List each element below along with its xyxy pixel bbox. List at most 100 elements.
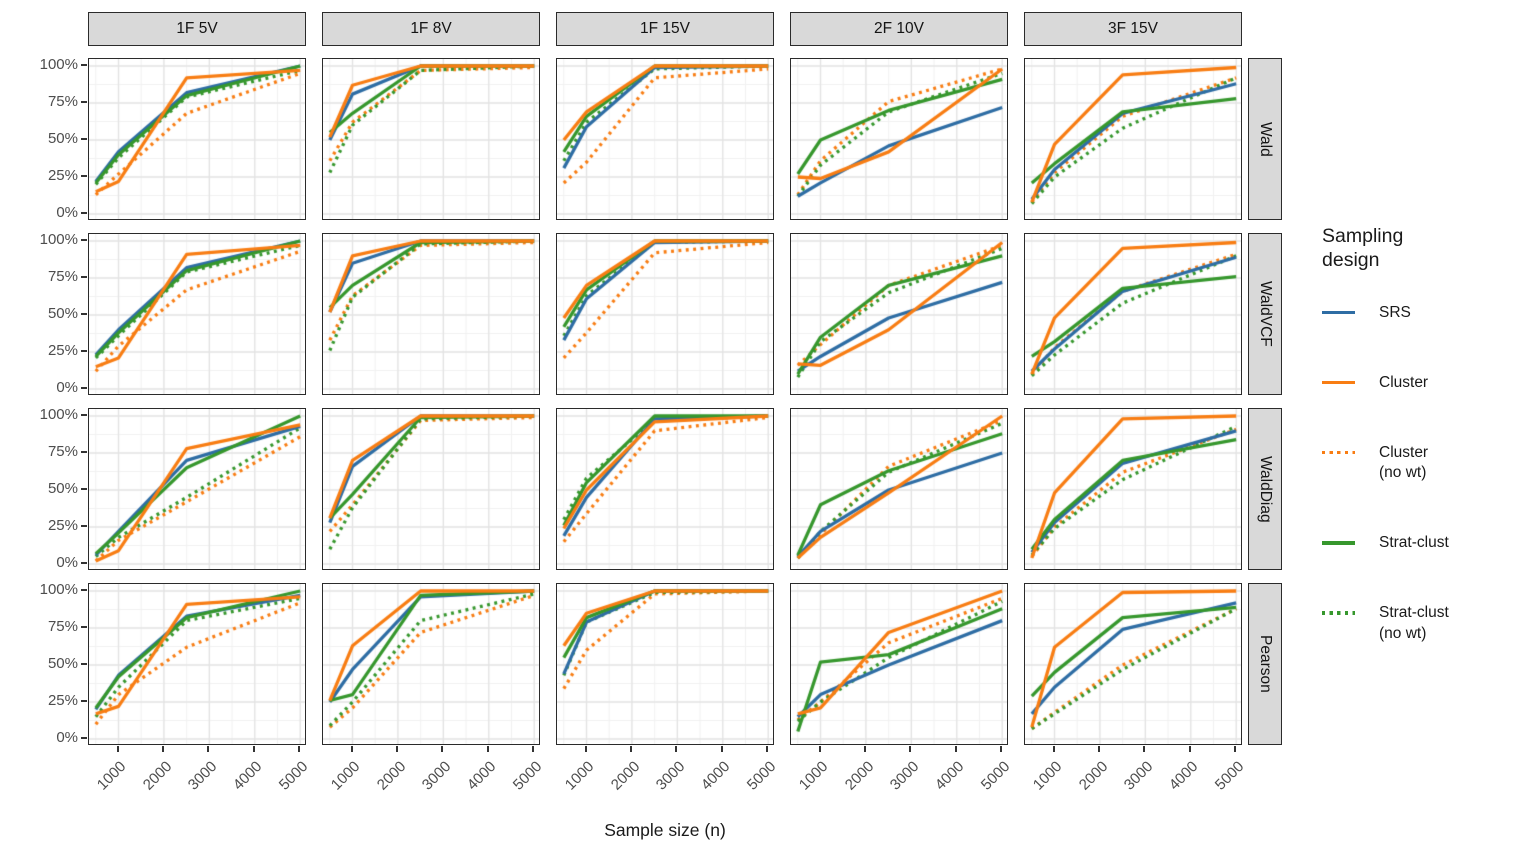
facet-strip-col-1f-5v: 1F 5V xyxy=(88,12,306,46)
x-tick-mark xyxy=(675,746,678,752)
facet-strip-row-wald: Wald xyxy=(1248,58,1282,220)
x-tick-label-text: 4000 xyxy=(932,758,968,794)
x-tick-mark xyxy=(629,746,632,752)
legend-label: Strat-clust xyxy=(1379,534,1449,552)
y-tick-mark xyxy=(81,589,87,591)
facet-strip-col-2f-10v: 2F 10V xyxy=(790,12,1008,46)
panel-canvas-pearson-2f-10v xyxy=(791,584,1007,744)
panel-walddiag-3f-15v xyxy=(1024,408,1242,570)
x-tick-mark xyxy=(1234,746,1237,752)
y-tick-mark xyxy=(81,387,87,389)
y-tick-mark xyxy=(81,239,87,241)
x-tick-label-text: 4000 xyxy=(1166,758,1202,794)
legend-item-cluster: Cluster xyxy=(1322,373,1536,393)
x-tick-mark xyxy=(720,746,723,752)
y-tick-mark xyxy=(81,663,87,665)
legend-label: Cluster xyxy=(1379,373,1429,391)
panel-canvas-wald-2f-10v xyxy=(791,59,1007,219)
x-tick-label-text: 4000 xyxy=(230,758,266,794)
x-tick-mark xyxy=(298,746,301,752)
panel-wald-3f-15v xyxy=(1024,58,1242,220)
x-tick-mark xyxy=(1097,746,1100,752)
legend-item-cluster_nw: Cluster (no wt) xyxy=(1322,443,1536,483)
legend-label: Strat-clust (no wt) xyxy=(1379,604,1449,642)
y-tick-mark xyxy=(81,451,87,453)
x-tick-mark xyxy=(486,746,489,752)
panel-walddiag-1f-5v xyxy=(88,408,306,570)
x-tick-mark xyxy=(1052,746,1055,752)
x-tick-label-text: 1000 xyxy=(327,758,364,794)
x-tick-label-text: 5000 xyxy=(977,758,1014,794)
panel-canvas-wald-3f-15v xyxy=(1025,59,1241,219)
panel-wald-1f-5v xyxy=(88,58,306,220)
y-tick-mark xyxy=(81,138,87,140)
x-tick-mark xyxy=(395,746,398,752)
y-tick-label: 50% xyxy=(47,305,78,322)
x-tick-mark xyxy=(1000,746,1003,752)
panel-pearson-3f-15v xyxy=(1024,583,1242,745)
legend-label: SRS xyxy=(1379,303,1411,321)
panel-canvas-waldvcf-1f-15v xyxy=(557,234,773,394)
panel-canvas-walddiag-1f-8v xyxy=(323,409,539,569)
x-tick-mark xyxy=(441,746,444,752)
x-tick-label-text: 1000 xyxy=(795,758,832,794)
panel-canvas-wald-1f-8v xyxy=(323,59,539,219)
panel-waldvcf-3f-15v xyxy=(1024,233,1242,395)
y-tick-label: 75% xyxy=(47,268,78,285)
panel-pearson-1f-15v xyxy=(556,583,774,745)
y-tick-label: 25% xyxy=(47,342,78,359)
facet-strip-col-1f-8v: 1F 8V xyxy=(322,12,540,46)
panel-pearson-1f-8v xyxy=(322,583,540,745)
panel-canvas-waldvcf-1f-5v xyxy=(89,234,305,394)
panel-waldvcf-2f-10v xyxy=(790,233,1008,395)
panel-canvas-waldvcf-1f-8v xyxy=(323,234,539,394)
x-tick-mark xyxy=(766,746,769,752)
y-tick-mark xyxy=(81,626,87,628)
panel-pearson-2f-10v xyxy=(790,583,1008,745)
legend-item-strat_nw: Strat-clust (no wt) xyxy=(1322,603,1536,643)
x-tick-label-text: 1000 xyxy=(1029,758,1066,794)
legend-key-solid-line-icon xyxy=(1322,380,1355,385)
y-tick-label: 100% xyxy=(39,406,78,423)
x-tick-label-text: 1000 xyxy=(561,758,598,794)
y-tick-mark xyxy=(81,414,87,416)
x-tick-mark xyxy=(207,746,210,752)
x-axis-title: Sample size (n) xyxy=(604,820,726,840)
legend-key-dotted-line-icon xyxy=(1322,451,1355,455)
panel-walddiag-1f-15v xyxy=(556,408,774,570)
x-tick-label-text: 2000 xyxy=(607,758,643,794)
x-tick-mark xyxy=(116,746,119,752)
legend-key-solid-line-icon xyxy=(1322,310,1355,315)
y-tick-label: 0% xyxy=(56,379,78,396)
x-tick-mark xyxy=(532,746,535,752)
facet-strip-col-1f-15v: 1F 15V xyxy=(556,12,774,46)
y-tick-label: 50% xyxy=(47,655,78,672)
y-tick-label: 25% xyxy=(47,692,78,709)
x-tick-label-text: 3000 xyxy=(184,758,221,794)
legend-item-srs: SRS xyxy=(1322,303,1536,323)
y-tick-label: 0% xyxy=(56,554,78,571)
x-tick-label-text: 1000 xyxy=(93,758,130,794)
facet-strip-row-walddiag: WaldDiag xyxy=(1248,408,1282,570)
legend-key-dotted-line-icon xyxy=(1322,611,1355,615)
x-tick-label-text: 4000 xyxy=(464,758,500,794)
panel-wald-1f-15v xyxy=(556,58,774,220)
panel-canvas-pearson-1f-8v xyxy=(323,584,539,744)
x-tick-label-text: 3000 xyxy=(1120,758,1157,794)
x-tick-label-text: 5000 xyxy=(275,758,312,794)
y-tick-label: 100% xyxy=(39,581,78,598)
panel-waldvcf-1f-8v xyxy=(322,233,540,395)
y-tick-label: 25% xyxy=(47,517,78,534)
panel-canvas-walddiag-1f-5v xyxy=(89,409,305,569)
y-tick-label: 100% xyxy=(39,56,78,73)
y-tick-label: 50% xyxy=(47,480,78,497)
x-tick-mark xyxy=(1188,746,1191,752)
y-tick-mark xyxy=(81,64,87,66)
y-tick-label: 75% xyxy=(47,93,78,110)
y-tick-mark xyxy=(81,525,87,527)
x-tick-label-text: 3000 xyxy=(652,758,689,794)
y-tick-label: 100% xyxy=(39,231,78,248)
x-tick-mark xyxy=(909,746,912,752)
x-tick-label-text: 3000 xyxy=(886,758,923,794)
legend-items: SRS Cluster Cluster (no wt) Strat-clust Stra… xyxy=(1322,303,1536,644)
